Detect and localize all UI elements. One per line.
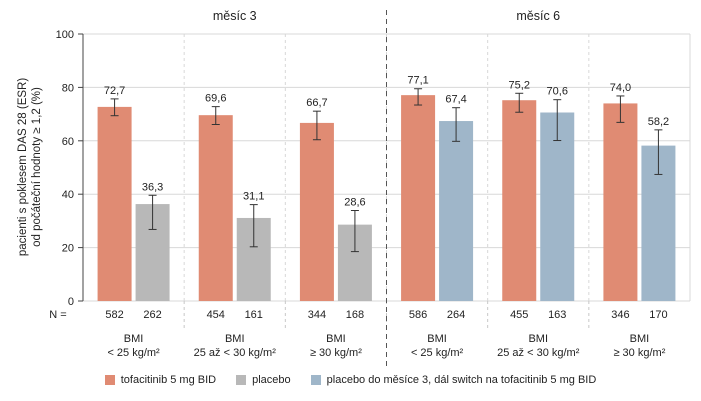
legend-label-switch: placebo do měsíce 3, dál switch na tofac…: [326, 374, 597, 386]
legend-swatch-tofacitinib: [104, 375, 115, 385]
bar-p2-g2-switch-n-label: 163: [548, 309, 566, 321]
legend-item-tofacitinib: tofacitinib 5 mg BID: [104, 374, 217, 386]
bar-p2-g3-tofacitinib-value-label: 74,0: [610, 82, 631, 94]
legend: tofacitinib 5 mg BID placebo placebo do …: [0, 374, 701, 386]
period-label-1: měsíc 3: [213, 9, 257, 23]
group-label-p2-g3-line2: ≥ 30 kg/m²: [613, 347, 665, 359]
bar-p1-g1-placebo-n-label: 262: [143, 309, 161, 321]
legend-item-switch: placebo do měsíce 3, dál switch na tofac…: [310, 374, 597, 386]
group-label-p1-g2-line2: 25 až < 30 kg/m²: [194, 347, 277, 359]
group-label-p2-g2-line1: BMI: [528, 333, 548, 345]
legend-label-placebo: placebo: [252, 374, 291, 386]
y-tick-label-80: 80: [62, 82, 74, 94]
group-label-p1-g2-line1: BMI: [225, 333, 245, 345]
labels: 0 20 40 60 80 100 pacienti s poklesem DAS 28 (…: [17, 9, 669, 359]
group-label-p1-g1-line1: BMI: [124, 333, 144, 345]
bar-p1-g3-tofacitinib-n-label: 344: [308, 309, 326, 321]
bar-p1-g3-tofacitinib: [299, 122, 334, 301]
n-label: N =: [49, 309, 66, 321]
bar-p2-g2-tofacitinib-value-label: 75,2: [509, 79, 530, 91]
bar-p1-g1-tofacitinib: [97, 106, 132, 302]
bar-p1-g3-placebo-value-label: 28,6: [344, 196, 365, 208]
legend-item-placebo: placebo: [236, 374, 291, 386]
bar-p1-g2-tofacitinib-value-label: 69,6: [205, 93, 226, 105]
group-label-p2-g1-line2: < 25 kg/m²: [411, 347, 464, 359]
y-tick-label-60: 60: [62, 136, 74, 148]
group-label-p2-g1-line1: BMI: [427, 333, 447, 345]
bar-p2-g1-tofacitinib-n-label: 586: [409, 309, 427, 321]
bar-p1-g2-tofacitinib: [198, 115, 233, 301]
bar-p1-g2-placebo-value-label: 31,1: [243, 191, 264, 203]
bar-p1-g1-placebo-value-label: 36,3: [142, 181, 163, 193]
bar-p1-g1-tofacitinib-n-label: 582: [105, 309, 123, 321]
bar-p2-g1-switch: [439, 121, 474, 302]
y-tick-label-0: 0: [68, 296, 74, 308]
bar-p1-g2-tofacitinib-n-label: 454: [207, 309, 225, 321]
bar-chart: 0 20 40 60 80 100 pacienti s poklesem DAS 28 (…: [17, 9, 691, 370]
bar-p2-g2-switch: [540, 112, 575, 301]
y-tick-label-40: 40: [62, 189, 74, 201]
bar-p1-g3-tofacitinib-value-label: 66,7: [306, 97, 327, 109]
bar-p1-g2-placebo-n-label: 161: [245, 309, 263, 321]
y-axis-title: pacienti s poklesem DAS 28 (ESR) od počát…: [17, 78, 43, 256]
bar-p2-g3-tofacitinib-n-label: 346: [611, 309, 629, 321]
y-tick-label-20: 20: [62, 243, 74, 255]
legend-swatch-placebo: [236, 375, 247, 385]
bar-p2-g2-switch-value-label: 70,6: [547, 86, 568, 98]
bar-p1-g3-placebo-n-label: 168: [346, 309, 364, 321]
group-label-p1-g1-line2: < 25 kg/m²: [107, 347, 160, 359]
y-axis-title-line1: pacienti s poklesem DAS 28 (ESR): [17, 78, 29, 256]
group-label-p2-g3-line1: BMI: [630, 333, 650, 345]
y-tick-label-100: 100: [56, 29, 74, 41]
group-label-p2-g2-line2: 25 až < 30 kg/m²: [497, 347, 580, 359]
group-label-p1-g3-line2: ≥ 30 kg/m²: [310, 347, 362, 359]
period-label-2: měsíc 6: [516, 9, 560, 23]
legend-swatch-switch: [310, 375, 321, 385]
bar-p2-g1-switch-value-label: 67,4: [445, 94, 466, 106]
bars: [97, 88, 676, 302]
bar-p2-g2-tofacitinib-n-label: 455: [510, 309, 528, 321]
bar-p2-g3-tofacitinib: [603, 103, 638, 301]
bar-p2-g1-tofacitinib: [401, 95, 436, 301]
y-axis-title-line2: od počáteční hodnoty ≥ 1,2 (%): [31, 87, 43, 247]
axes: [78, 10, 387, 370]
bar-p2-g2-tofacitinib: [502, 100, 537, 301]
legend-label-tofacitinib: tofacitinib 5 mg BID: [120, 374, 217, 386]
bar-p2-g3-switch-value-label: 58,2: [648, 116, 669, 128]
bar-p2-g3-switch-n-label: 170: [649, 309, 667, 321]
bar-p2-g1-tofacitinib-value-label: 77,1: [407, 75, 428, 87]
bar-p1-g1-tofacitinib-value-label: 72,7: [104, 85, 125, 97]
bar-p2-g1-switch-n-label: 264: [447, 309, 465, 321]
group-label-p1-g3-line1: BMI: [326, 333, 346, 345]
